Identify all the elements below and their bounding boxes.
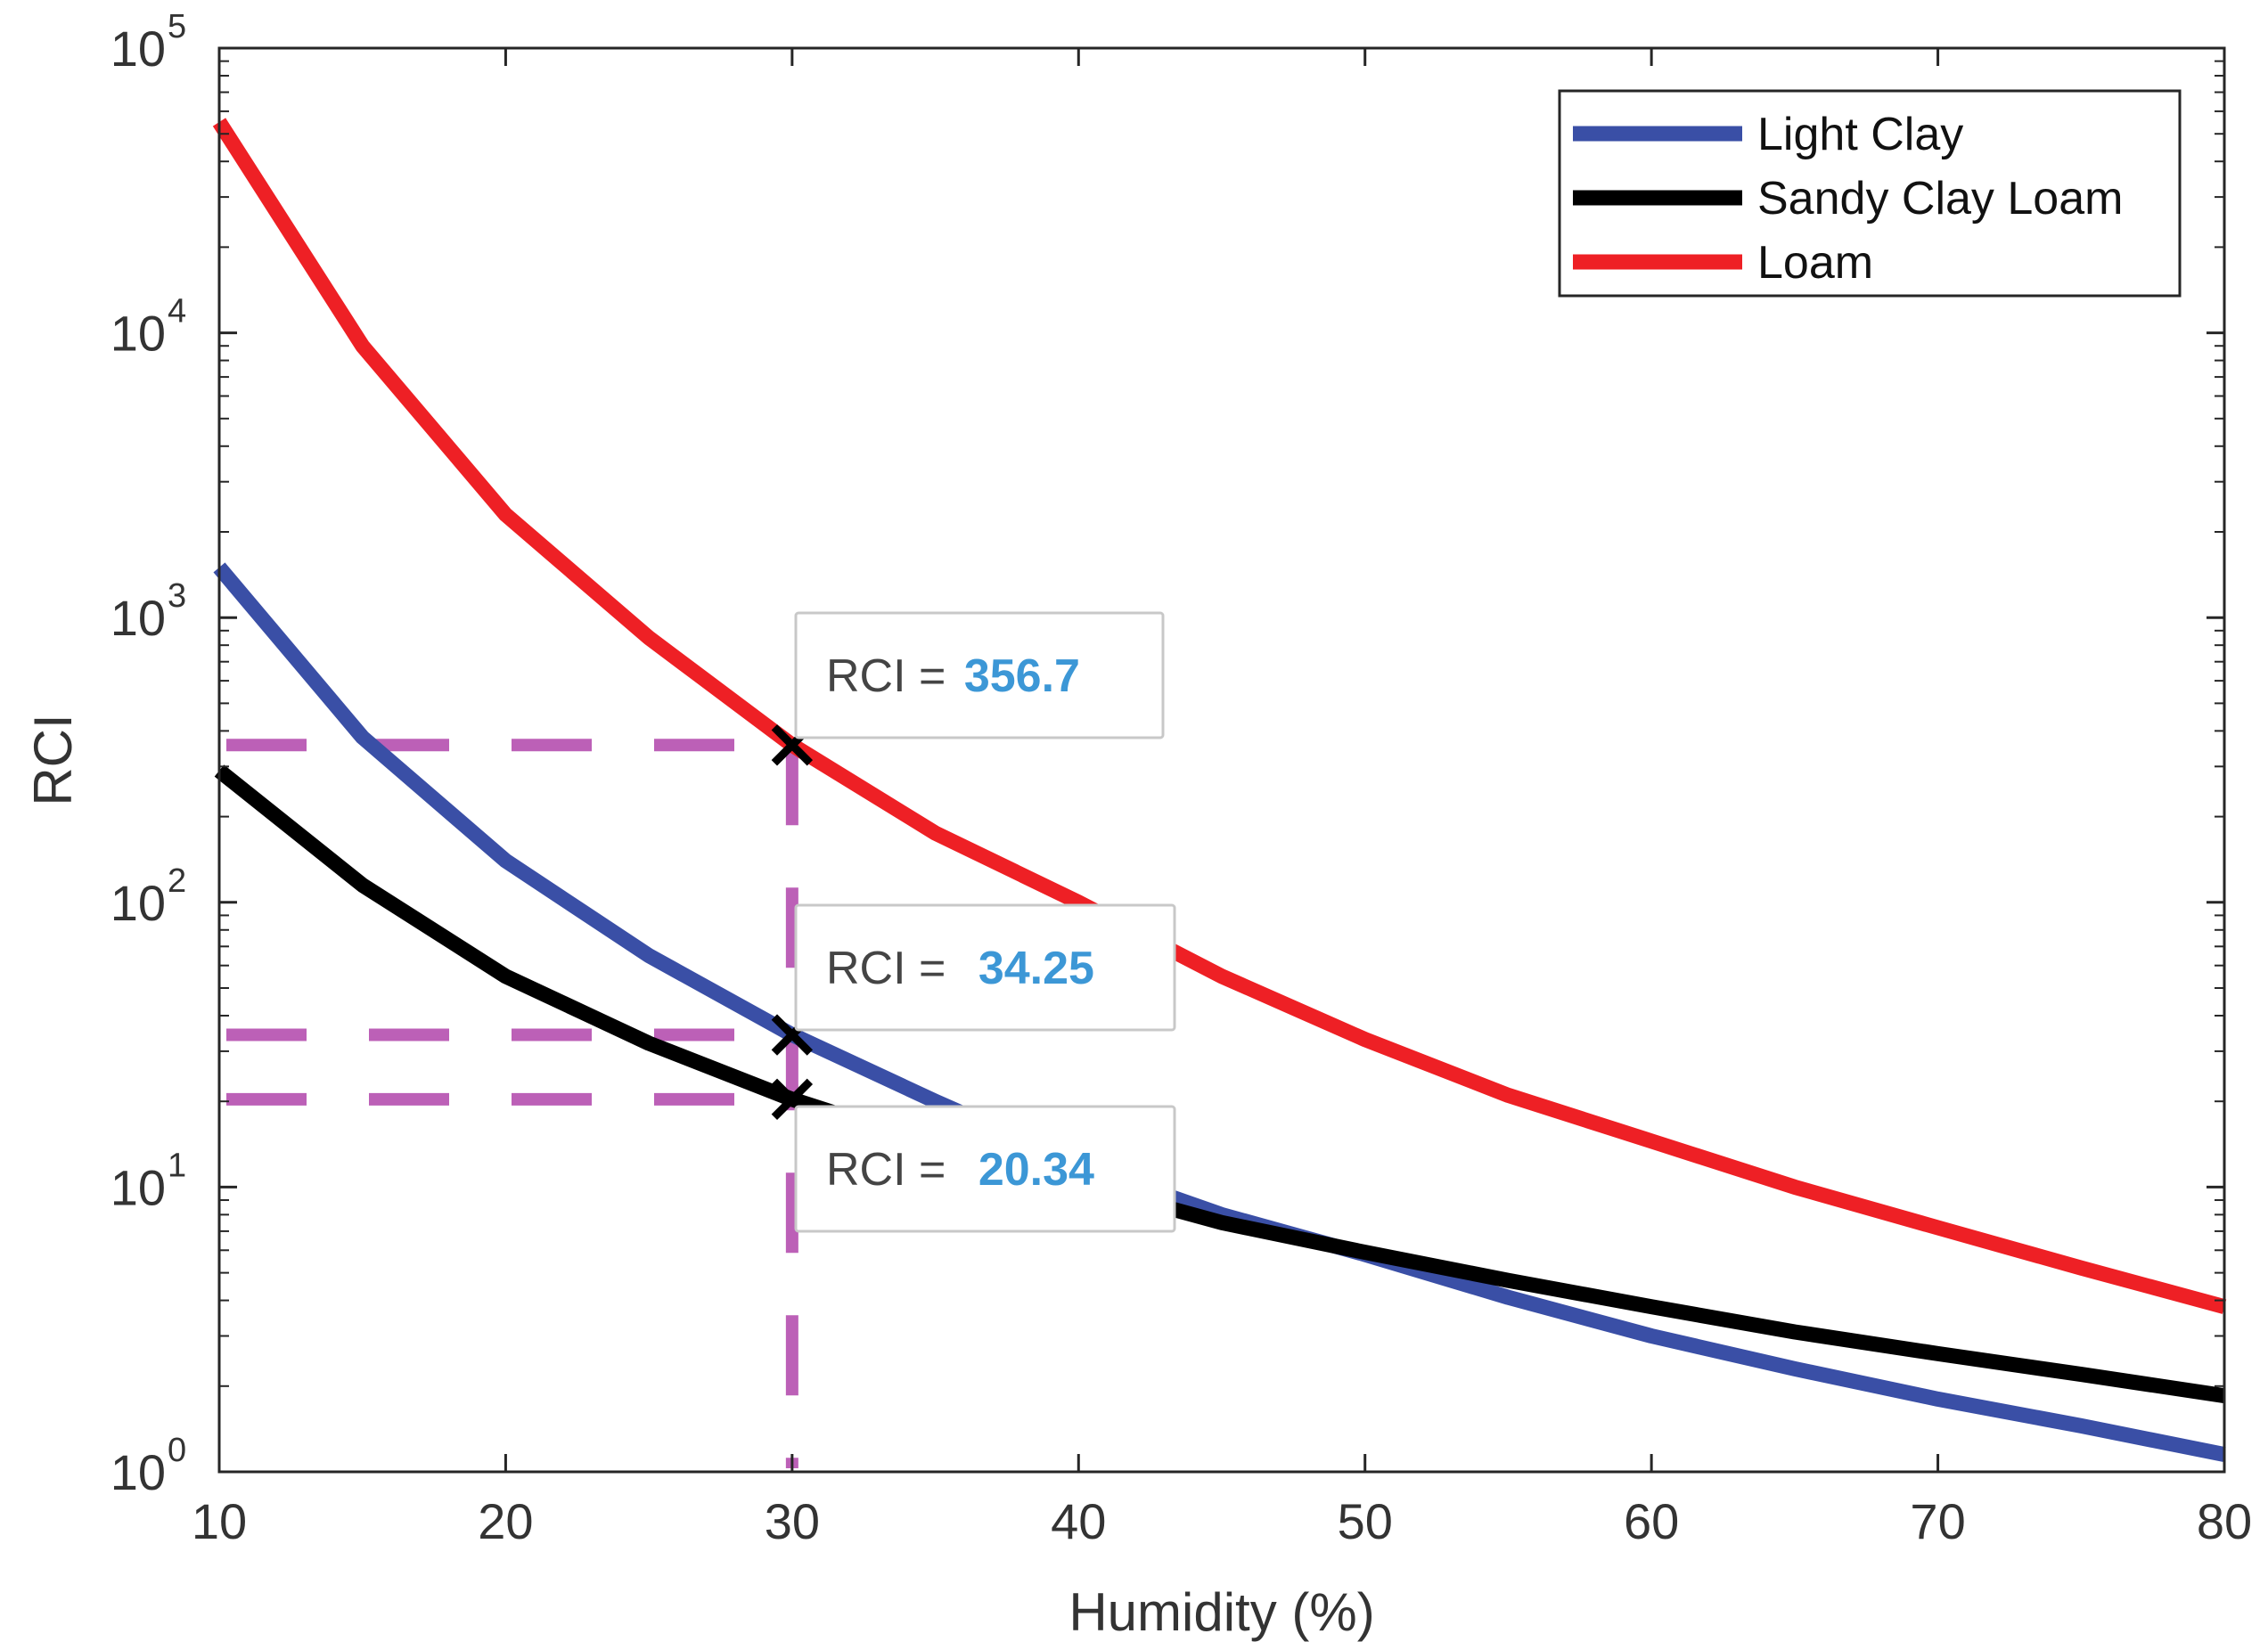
data-tip-label: RCI = (826, 1144, 959, 1196)
y-tick-exponent: 3 (168, 577, 186, 615)
legend-entry: Light Clay (1573, 109, 1963, 160)
y-tick-exponent: 4 (168, 293, 186, 331)
y-tick-base: 10 (111, 1444, 166, 1500)
data-tip-value: 356.7 (964, 650, 1080, 702)
y-tick-exponent: 5 (168, 8, 186, 45)
y-tick-label: 10 2 (111, 862, 186, 931)
legend-entry: Loam (1573, 237, 1873, 289)
data-tip: RCI = 356.7 (794, 611, 1165, 739)
y-axis-label: RCI (23, 714, 83, 805)
y-tick-base: 10 (111, 20, 166, 77)
data-tip-value: 20.34 (978, 1144, 1094, 1196)
series-line-loam (212, 118, 2227, 1314)
axes-box (217, 46, 2226, 1474)
y-tick-exponent: 1 (168, 1147, 186, 1184)
y-tick-base: 10 (111, 875, 166, 931)
data-tip-text: RCI = 356.7 (826, 650, 1080, 702)
legend-label: Sandy Clay Loam (1757, 173, 2123, 225)
x-tick-label: 80 (2197, 1493, 2252, 1549)
x-tick-label: 50 (1338, 1493, 1393, 1549)
data-tip-label: RCI = (826, 650, 959, 702)
data-tip: RCI = 20.34 (794, 1105, 1176, 1233)
legend-label: Light Clay (1757, 109, 1963, 160)
data-series (212, 118, 2227, 1462)
y-tick-base: 10 (111, 590, 166, 646)
x-axis-label: Humidity (%) (1068, 1582, 1374, 1642)
data-tip-box (794, 903, 1176, 1032)
x-tick-label: 20 (478, 1493, 533, 1549)
axis-ticks (217, 46, 2226, 1474)
series-line-sandy-clay-loam (214, 764, 2226, 1404)
series-line-light-clay (213, 562, 2226, 1462)
x-tick-label: 10 (192, 1493, 247, 1549)
y-tick-exponent: 2 (168, 862, 186, 900)
y-tick-label: 10 1 (111, 1147, 186, 1215)
data-tip-value: 34.25 (978, 943, 1094, 994)
data-tip-text: RCI = 20.34 (826, 1144, 1094, 1196)
y-tick-base: 10 (111, 306, 166, 362)
data-tip-box (794, 1105, 1176, 1233)
legend-entry: Sandy Clay Loam (1573, 173, 2123, 225)
x-tick-label: 30 (765, 1493, 820, 1549)
y-tick-label: 10 0 (111, 1432, 186, 1500)
x-tick-labels: 10 20 30 40 50 60 70 80 (192, 1493, 2252, 1549)
y-tick-label: 10 5 (111, 8, 186, 77)
data-tip-text: RCI = 34.25 (826, 943, 1094, 994)
y-tick-label: 10 3 (111, 577, 186, 646)
y-tick-label: 10 4 (111, 293, 186, 362)
y-tick-exponent: 0 (168, 1432, 186, 1469)
data-tip: RCI = 34.25 (794, 903, 1176, 1032)
x-tick-label: 60 (1624, 1493, 1679, 1549)
legend: Light Clay Sandy Clay Loam Loam (1558, 89, 2182, 298)
data-tip-box (794, 611, 1165, 739)
x-marker-stroke (771, 1078, 814, 1121)
x-tick-label: 40 (1051, 1493, 1106, 1549)
y-tick-base: 10 (111, 1159, 166, 1215)
data-tip-label: RCI = (826, 943, 959, 994)
x-tick-label: 70 (1910, 1493, 1965, 1549)
legend-label: Loam (1757, 237, 1873, 289)
